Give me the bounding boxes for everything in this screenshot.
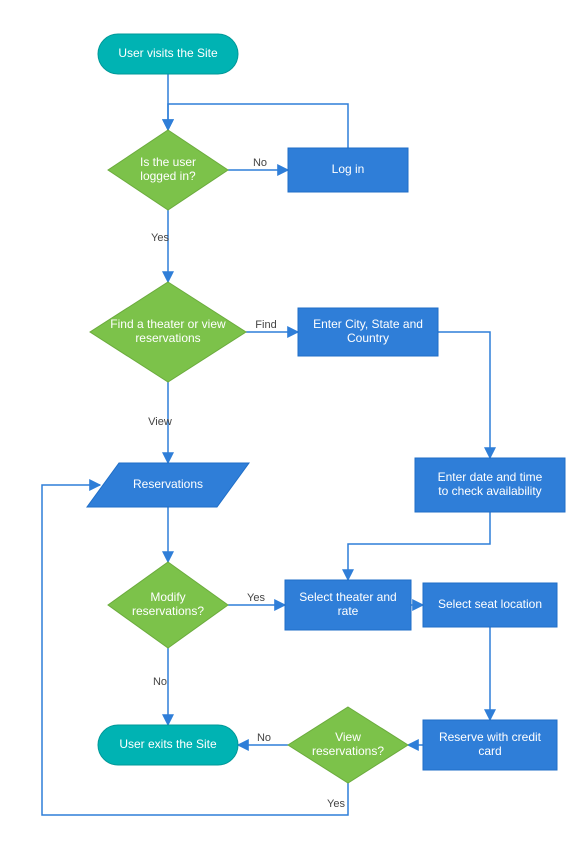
node-label: logged in? bbox=[140, 169, 196, 183]
node-label: Reservations bbox=[133, 477, 203, 491]
edge-label: No bbox=[257, 732, 271, 744]
node-label: card bbox=[478, 744, 501, 758]
edge-label: No bbox=[253, 157, 267, 169]
node-start: User visits the Site bbox=[98, 34, 238, 74]
node-label: Modify bbox=[150, 590, 185, 604]
edge-label: No bbox=[153, 676, 167, 688]
node-label: User exits the Site bbox=[119, 737, 217, 751]
node-label: User visits the Site bbox=[118, 46, 218, 60]
edge-label: Yes bbox=[151, 232, 169, 244]
node-login: Log in bbox=[288, 148, 408, 192]
node-datetime: Enter date and timeto check availability bbox=[415, 458, 565, 512]
node-label: View bbox=[335, 730, 361, 744]
node-label: rate bbox=[338, 604, 359, 618]
node-label: Enter date and time bbox=[438, 470, 543, 484]
node-label: Country bbox=[347, 331, 389, 345]
node-label: Log in bbox=[332, 162, 365, 176]
node-label: reservations bbox=[135, 331, 200, 345]
node-exit: User exits the Site bbox=[98, 725, 238, 765]
node-label: reservations? bbox=[312, 744, 384, 758]
node-label: reservations? bbox=[132, 604, 204, 618]
node-label: Select seat location bbox=[438, 597, 542, 611]
node-label: to check availability bbox=[438, 484, 541, 498]
node-selrate: Select theater andrate bbox=[285, 580, 411, 630]
node-label: Select theater and bbox=[299, 590, 396, 604]
edge-label: Yes bbox=[247, 592, 265, 604]
edge-label: Yes bbox=[327, 798, 345, 810]
node-selseat: Select seat location bbox=[423, 583, 557, 627]
node-label: Is the user bbox=[140, 155, 196, 169]
node-label: Find a theater or view bbox=[110, 317, 226, 331]
edge-label: Find bbox=[255, 319, 276, 331]
edge-label: View bbox=[148, 416, 172, 428]
node-label: Enter City, State and bbox=[313, 317, 423, 331]
node-city: Enter City, State andCountry bbox=[298, 308, 438, 356]
node-label: Reserve with credit bbox=[439, 730, 542, 744]
flowchart: No Yes Find View Yes No No Yes User visits the S… bbox=[0, 0, 588, 844]
node-credit: Reserve with creditcard bbox=[423, 720, 557, 770]
